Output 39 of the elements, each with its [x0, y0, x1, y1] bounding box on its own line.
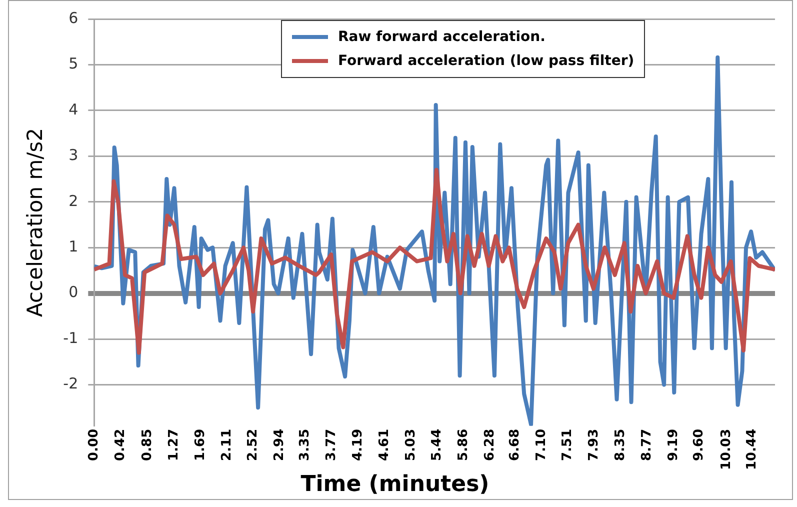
x-tick-label: 1.69 — [193, 428, 208, 461]
x-tick-label: 6.28 — [482, 428, 498, 461]
x-tick-label: 8.77 — [639, 428, 654, 461]
x-tick-label: 0.42 — [113, 428, 128, 461]
x-tick-label: 6.68 — [508, 428, 523, 461]
x-tick-label: 0.00 — [86, 428, 102, 461]
x-tick-label: 9.19 — [666, 428, 681, 461]
y-tick-label: -2 — [63, 374, 78, 393]
x-tick-label: 7.93 — [586, 428, 602, 461]
y-tick-label: 6 — [68, 8, 78, 27]
x-tick-label: 7.51 — [560, 428, 575, 461]
x-tick-label: 2.52 — [245, 428, 260, 461]
y-axis-title: Acceleration m/s2 — [23, 128, 48, 317]
y-tick-label: 0 — [68, 283, 78, 302]
y-tick-label: 3 — [68, 146, 78, 164]
x-tick-label: 4.61 — [377, 428, 392, 461]
x-tick-label: 5.44 — [429, 428, 444, 461]
x-tick-label: 0.85 — [140, 428, 156, 461]
y-tick-label: 5 — [68, 54, 78, 73]
x-tick-label: 3.77 — [324, 428, 340, 461]
x-tick-label: 4.19 — [350, 428, 366, 461]
x-tick-label: 5.03 — [404, 428, 419, 461]
y-tick-label: 4 — [68, 100, 78, 118]
x-tick-label: 5.86 — [456, 428, 471, 461]
x-tick-label: 2.11 — [220, 428, 235, 461]
x-tick-label: 2.94 — [272, 428, 287, 461]
x-tick-label: 10.03 — [718, 428, 734, 470]
x-tick-label: 7.10 — [534, 428, 550, 461]
legend-label: Raw forward acceleration. — [337, 28, 546, 47]
x-tick-label: 3.35 — [298, 428, 313, 461]
x-tick-label: 8.35 — [612, 428, 628, 461]
x-tick-label: 9.60 — [692, 428, 707, 461]
y-tick-label: 2 — [68, 192, 78, 210]
x-tick-label: 1.27 — [166, 428, 182, 461]
legend-label: Forward acceleration (low pass filter) — [337, 52, 634, 71]
x-tick-label: 10.44 — [744, 428, 760, 470]
y-tick-label: 1 — [68, 237, 78, 256]
y-tick-label: -1 — [63, 328, 78, 347]
x-axis-title: Time (minutes) — [300, 472, 490, 497]
